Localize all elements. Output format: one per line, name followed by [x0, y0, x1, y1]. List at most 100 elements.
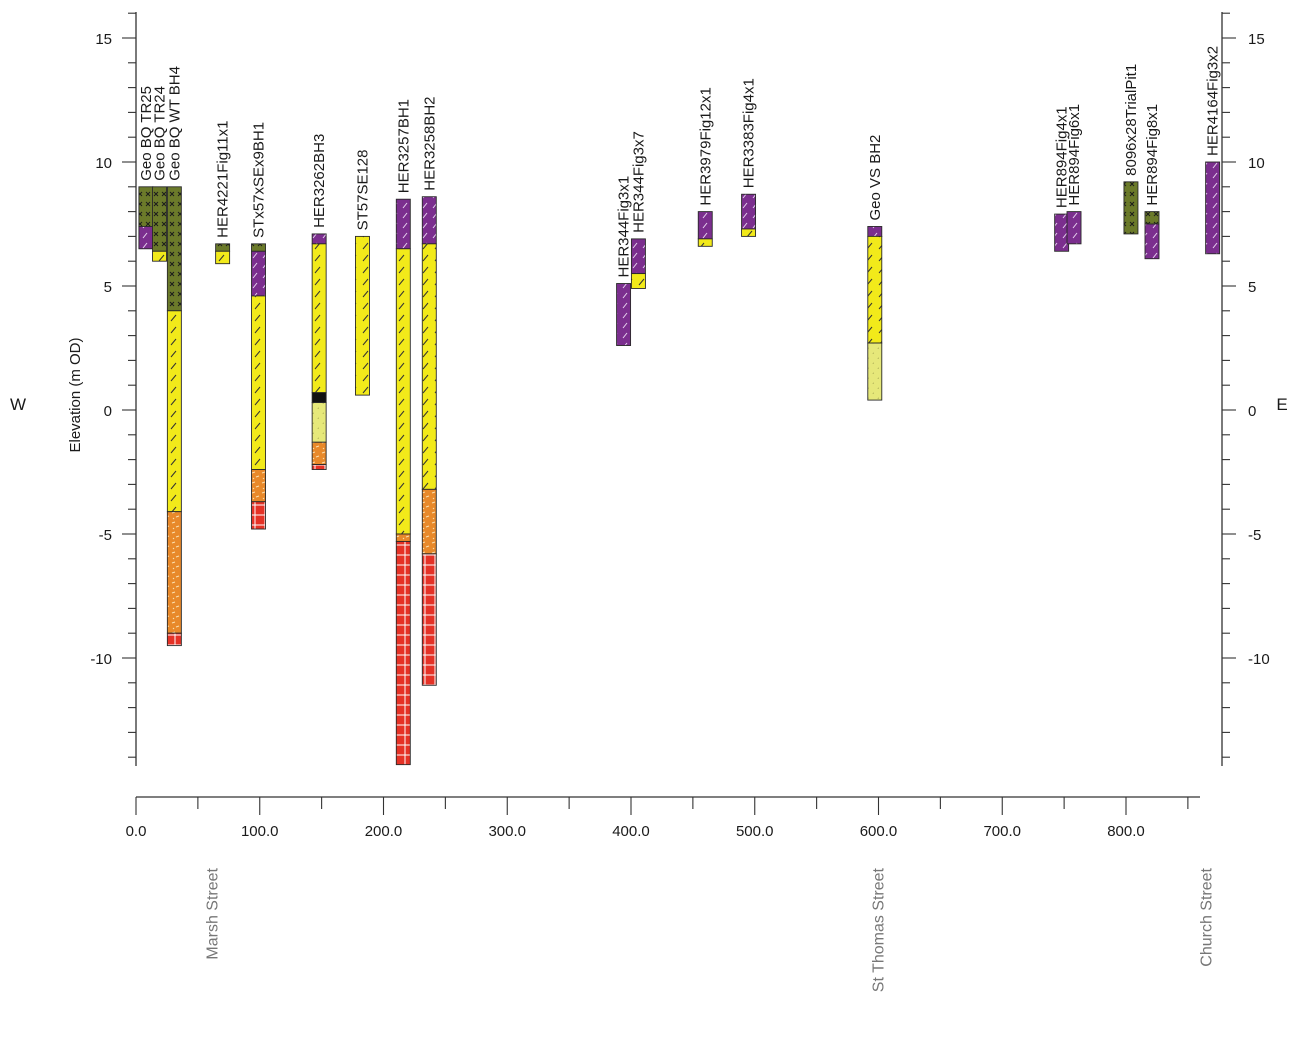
borehole: ST57SE128 [354, 150, 371, 396]
borehole-label: HER894Fig8x1 [1144, 104, 1161, 206]
borehole: Geo BQ TR25 [138, 86, 155, 250]
borehole-layer-purple [251, 250, 266, 297]
y-axis-title: Elevation (m OD) [67, 337, 84, 452]
bottom-tick-label: 300.0 [488, 823, 526, 840]
borehole: HER3383Fig4x1 [741, 78, 758, 237]
borehole-layer-pale_yellow [311, 402, 327, 443]
street-labels: Marsh Street St Thomas Street Church Stree… [205, 867, 1216, 992]
borehole-layer-yellow [311, 243, 327, 394]
borehole-label: HER344Fig3x7 [630, 131, 647, 233]
borehole-layer-yellow [697, 238, 713, 247]
borehole-layer-purple [867, 226, 883, 237]
bottom-tick-label: 800.0 [1107, 823, 1145, 840]
left-tick-label: -5 [99, 527, 112, 544]
right-tick-label: 10 [1248, 155, 1265, 172]
borehole-label: 8096x28TrialPit1 [1123, 64, 1140, 176]
borehole: HER344Fig3x7 [630, 131, 647, 289]
borehole: HER344Fig3x1 [616, 176, 633, 346]
borehole: Geo VS BH2 [867, 135, 884, 401]
borehole-label: ST57SE128 [354, 150, 371, 231]
left-tick-label: 5 [104, 279, 112, 296]
borehole-layer-red [166, 632, 182, 647]
borehole-label: Geo VS BH2 [867, 135, 884, 221]
borehole-label: HER4164Fig3x2 [1205, 46, 1222, 156]
right-tick-label: -10 [1248, 651, 1270, 668]
borehole-layer-yellow [166, 310, 182, 513]
borehole-label: HER4221Fig11x1 [215, 121, 232, 238]
borehole: HER3979Fig12x1 [697, 87, 714, 247]
borehole-layer-orange [395, 533, 411, 542]
borehole-layer-yellow [251, 295, 266, 470]
borehole-layer-yellow [152, 250, 167, 262]
borehole-layer-purple [1066, 211, 1082, 245]
borehole-layer-olive [215, 243, 231, 252]
bottom-tick-label: 400.0 [612, 823, 650, 840]
left-tick-label: -10 [90, 651, 112, 668]
borehole-label: Geo BQ WT BH4 [166, 66, 183, 181]
borehole-layer-red [311, 464, 327, 470]
borehole-layer-orange [251, 469, 266, 503]
borehole-layer-olive [152, 186, 167, 252]
left-tick-label: 10 [95, 155, 112, 172]
borehole-layer-olive [166, 186, 182, 312]
borehole-layer-black [311, 392, 327, 404]
distance-axis: 0.0 100.0 200.0 300.0 400.0 500.0 600.0 700.0 80… [126, 796, 1200, 840]
borehole-layer-olive [1144, 211, 1160, 225]
right-tick-label: -5 [1248, 527, 1261, 544]
borehole-layer-purple [1144, 223, 1160, 260]
borehole-label: HER3262BH3 [311, 134, 328, 228]
borehole-layer-purple [616, 283, 632, 346]
borehole-layer-red [395, 540, 411, 766]
borehole-layer-purple [311, 233, 327, 245]
right-tick-label: 15 [1248, 31, 1265, 48]
borehole-label: HER894Fig4x1 [1054, 106, 1071, 208]
borehole-layer-purple [138, 226, 154, 250]
borehole-layer-yellow [630, 273, 646, 289]
street-label: Marsh Street [205, 867, 222, 959]
borehole-label: HER3258BH2 [421, 97, 438, 191]
borehole: HER4221Fig11x1 [215, 121, 232, 265]
borehole-layer-orange [311, 441, 327, 466]
borehole: STx57xSEx9BH1 [251, 122, 268, 530]
bottom-tick-label: 0.0 [126, 823, 147, 840]
borehole-layer-olive [1123, 181, 1139, 235]
borehole-layer-purple [630, 238, 646, 275]
street-label: St Thomas Street [871, 867, 888, 992]
bottom-tick-label: 700.0 [983, 823, 1021, 840]
borehole-label: Geo BQ TR24 [152, 86, 169, 181]
borehole: Geo BQ WT BH4 [166, 66, 183, 647]
left-elevation-axis: 15 10 5 0 -5 -10 [90, 12, 137, 766]
borehole-layer-yellow [867, 235, 883, 344]
borehole-label: STx57xSEx9BH1 [251, 122, 268, 238]
borehole-label: HER344Fig3x1 [616, 176, 633, 278]
borehole-layer-yellow [355, 235, 370, 396]
borehole-layer-olive [251, 243, 266, 252]
street-label: Church Street [1198, 867, 1215, 966]
borehole-layer-purple [395, 198, 411, 250]
left-tick-label: 15 [95, 31, 112, 48]
bottom-tick-label: 200.0 [365, 823, 403, 840]
right-elevation-axis: 15 10 5 0 -5 -10 [1221, 12, 1270, 766]
borehole-layer-purple [741, 193, 757, 230]
borehole-label: Geo BQ TR25 [138, 86, 155, 181]
borehole-layer-purple [421, 196, 437, 245]
borehole: 8096x28TrialPit1 [1123, 64, 1140, 235]
right-tick-label: 0 [1248, 403, 1256, 420]
borehole: HER894Fig4x1 [1054, 106, 1071, 252]
right-tick-label: 5 [1248, 279, 1256, 296]
borehole-label: HER3257BH1 [395, 99, 412, 193]
left-tick-label: 0 [104, 403, 112, 420]
borehole-layer-yellow [741, 228, 757, 237]
borehole-layer-purple [1054, 213, 1070, 252]
borehole: HER3258BH2 [421, 97, 438, 686]
bottom-tick-label: 500.0 [736, 823, 774, 840]
bottom-tick-label: 100.0 [241, 823, 279, 840]
borehole: HER3262BH3 [311, 134, 328, 470]
borehole: HER3257BH1 [395, 99, 412, 766]
borehole-layer-olive [138, 186, 154, 227]
west-label: W [10, 395, 26, 414]
borehole-label: HER894Fig6x1 [1066, 104, 1083, 206]
borehole: HER4164Fig3x2 [1205, 46, 1222, 255]
